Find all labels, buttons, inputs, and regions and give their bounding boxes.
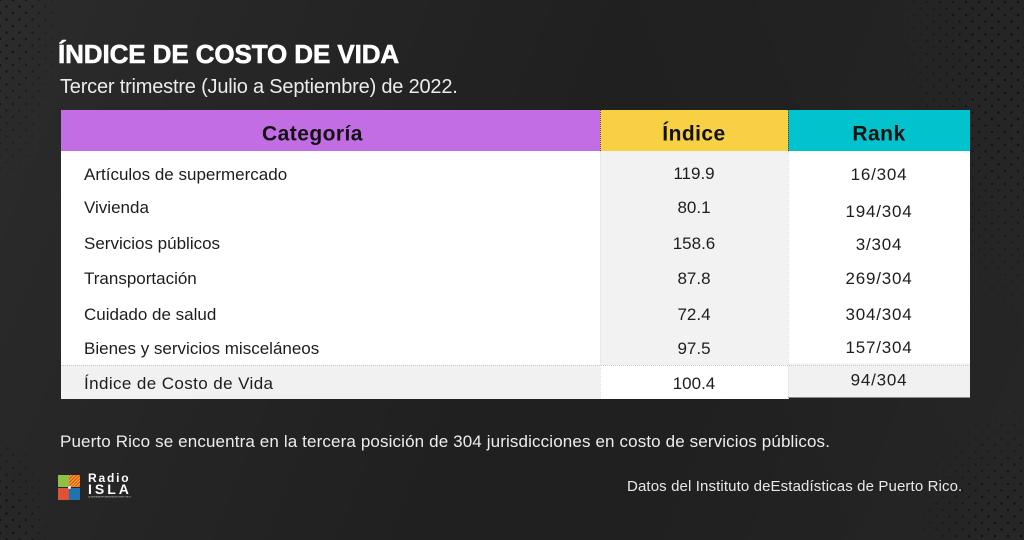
radio-isla-logo: Radio ISLA LA VENTANA INFORMATIVA DE PUE… [58,471,219,502]
table-row: Transportación 87.8 269/304 [61,258,970,294]
page-subtitle: Tercer trimestre (Julio a Septiembre) de… [60,76,458,98]
rank-cell: 194/304 [788,186,970,223]
logo-square-orange [69,475,81,488]
cost-of-living-table: Categoría Índice Rank Artículos de super… [61,110,970,399]
index-cell: 119.9 [600,151,788,187]
index-cell: 72.4 [600,294,788,330]
column-separator-dotted [788,110,789,151]
footer-separator-line [61,365,970,366]
table-row: Cuidado de salud 72.4 304/304 [61,294,970,330]
data-source-attribution: Datos del Instituto deEstadísticas de Pu… [626,478,962,495]
index-cell: 87.8 [600,258,788,294]
page-title: ÍNDICE DE COSTO DE VIDA [58,39,400,70]
table-footer-row: Índice de Costo de Vida 100.4 94/304 [61,363,970,399]
index-cell: 158.6 [600,222,788,259]
category-cell: Artículos de supermercado [61,151,600,187]
halftone-dots-bottom-left [0,390,70,540]
footer-category-cell: Índice de Costo de Vida [61,365,600,399]
rank-cell: 304/304 [788,294,970,330]
header-label-categoria: Categoría [262,122,363,145]
logo-square-blue [69,487,81,500]
header-cell-rank: Rank [788,110,970,151]
table-row: Vivienda 80.1 194/304 [61,186,970,223]
logo-square-red [58,487,69,500]
table-header-row: Categoría Índice Rank [61,110,970,151]
index-cell: 97.5 [600,329,788,366]
column-separator-dotted [600,151,601,399]
category-cell: Servicios públicos [61,222,600,259]
table-row: Artículos de supermercado 119.9 16/304 [61,151,970,187]
header-cell-categoria: Categoría [61,110,600,151]
logo-text-radio: Radio [88,471,131,485]
rank-cell: 3/304 [788,222,970,259]
footer-index-cell: 100.4 [600,365,788,399]
footer-rank-cell: 94/304 [788,363,970,398]
header-label-indice: Índice [662,122,726,145]
table-row: Servicios públicos 158.6 3/304 [61,222,970,259]
logo-center-dot [67,485,72,490]
category-cell: Bienes y servicios misceláneos [61,329,600,366]
header-cell-indice: Índice [600,110,788,151]
table-body: Artículos de supermercado 119.9 16/304 V… [61,151,970,366]
rank-cell: 157/304 [788,329,970,366]
rank-cell: 16/304 [788,151,970,187]
radio-isla-wordmark: Radio ISLA LA VENTANA INFORMATIVA DE PUE… [88,471,219,502]
header-label-rank: Rank [852,122,906,145]
table-row: Bienes y servicios misceláneos 97.5 157/… [61,329,970,366]
logo-text-isla: ISLA [88,481,132,497]
column-separator-dotted [600,110,601,151]
rank-cell: 269/304 [788,258,970,294]
category-cell: Cuidado de salud [61,294,600,330]
column-separator-dotted [788,151,789,399]
category-cell: Vivienda [61,186,600,223]
radio-isla-logo-icon [58,475,81,500]
category-cell: Transportación [61,258,600,294]
logo-square-green [58,475,69,488]
note-text: Puerto Rico se encuentra en la tercera p… [60,432,831,451]
logo-tagline: LA VENTANA INFORMATIVA DE PUERTO RICO [88,496,132,498]
index-cell: 80.1 [600,186,788,223]
